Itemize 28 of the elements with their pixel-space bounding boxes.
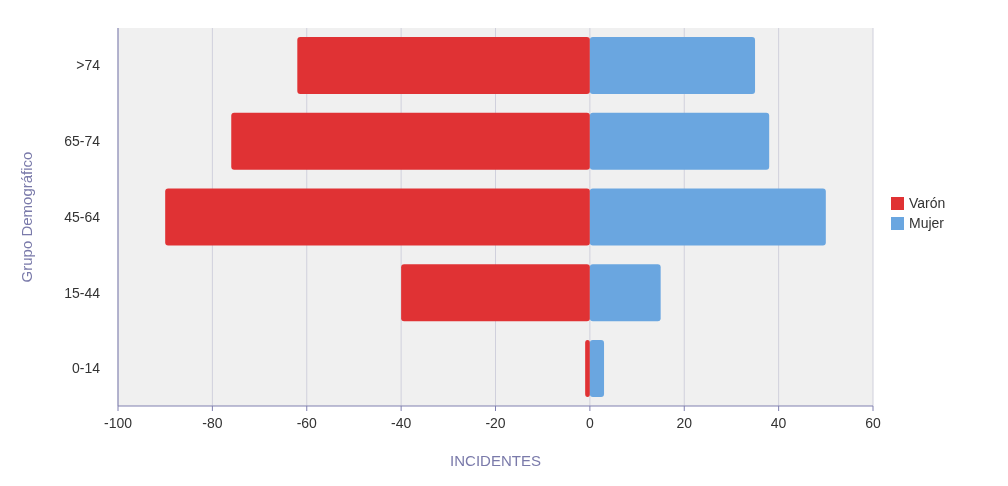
y-tick-label: 15-44 — [64, 284, 101, 301]
bar — [585, 340, 590, 397]
bar — [401, 264, 590, 322]
x-axis-title: INCIDENTES — [450, 452, 541, 469]
x-tick-label: -80 — [202, 415, 223, 431]
x-tick-label: 0 — [585, 415, 594, 431]
y-tick-label: 65-74 — [64, 133, 101, 150]
x-tick-label: 60 — [865, 415, 881, 431]
x-tick-label: 20 — [676, 415, 693, 431]
y-tick-label: >74 — [76, 57, 101, 74]
x-tick-label: 40 — [770, 415, 787, 431]
bar — [589, 340, 605, 397]
y-axis-title: Grupo Demográfico — [18, 151, 35, 283]
bar — [297, 37, 590, 94]
x-tick-label: -20 — [485, 415, 506, 431]
x-tick-label: -60 — [296, 415, 318, 431]
y-tick-label: 0-14 — [71, 360, 101, 377]
legend-label: Mujer — [909, 215, 945, 231]
bar — [589, 264, 661, 322]
bar — [589, 188, 826, 246]
bar — [589, 37, 756, 94]
x-tick-label: -100 — [103, 415, 133, 431]
x-tick-label: -40 — [391, 415, 412, 431]
bar — [589, 112, 770, 170]
bar — [165, 188, 590, 246]
legend-label: Varón — [909, 195, 946, 211]
bar — [231, 112, 590, 170]
y-tick-label: 45-64 — [64, 208, 101, 225]
